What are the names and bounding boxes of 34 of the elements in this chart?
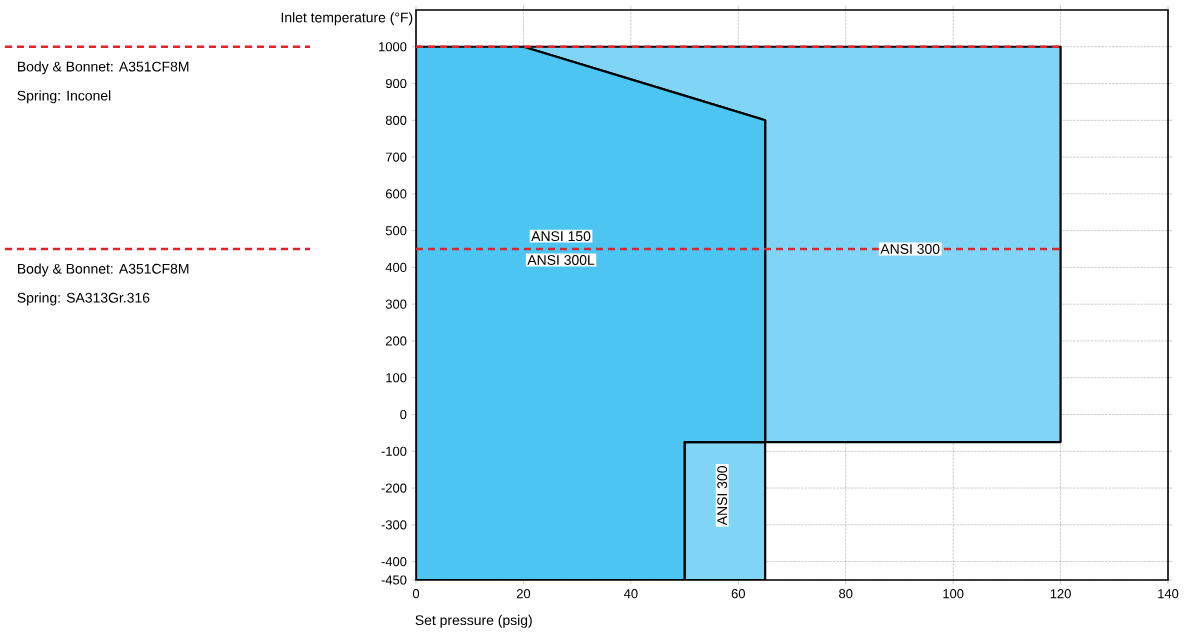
x-tick-label: 100 — [943, 589, 964, 599]
y-tick-label: 1000 — [379, 42, 407, 52]
y-tick-label: 500 — [385, 226, 407, 236]
y-tick-label: 400 — [385, 262, 407, 272]
x-axis-title: Set pressure (psig) — [415, 614, 532, 628]
text: Body & Bonnet: A351CF8M — [18, 263, 189, 277]
y-tick-label: 0 — [400, 409, 407, 420]
x-tick-label: 20 — [516, 589, 531, 599]
y-tick-label: 100 — [386, 373, 407, 383]
y-tick-label: 800 — [385, 115, 407, 125]
annotation: ANSI 300 — [717, 466, 728, 526]
y-tick-label: 600 — [385, 189, 407, 199]
text: Spring: Inconel — [17, 90, 111, 104]
text: Spring: SA313Gr.316 — [17, 292, 150, 306]
x-tick-label: 40 — [623, 589, 638, 599]
y-tick-label: 200 — [385, 336, 407, 346]
x-tick-label: 80 — [839, 589, 853, 599]
y-tick-label: -450 — [381, 575, 407, 585]
y-tick-label: -200 — [381, 483, 407, 493]
x-tick-label: 140 — [1158, 589, 1179, 599]
x-tick-label: 60 — [731, 589, 745, 599]
y-axis-title: Inlet temperature (°F) — [281, 12, 413, 26]
annotation: ANSI 150 — [531, 231, 591, 242]
y-tick-label: -400 — [381, 557, 407, 567]
y-tick-label: -100 — [381, 446, 407, 456]
x-tick-label: 0 — [412, 589, 420, 599]
y-tick-label: 700 — [385, 152, 407, 162]
text: Body & Bonnet: A351CF8M — [18, 61, 189, 75]
annotation: ANSI 300L — [527, 255, 595, 265]
y-tick-label: 900 — [385, 78, 407, 89]
y-tick-label: 300 — [385, 299, 407, 309]
x-tick-label: 120 — [1050, 589, 1071, 599]
annotation: ANSI 300 — [880, 244, 940, 254]
y-tick-label: -300 — [381, 520, 407, 530]
